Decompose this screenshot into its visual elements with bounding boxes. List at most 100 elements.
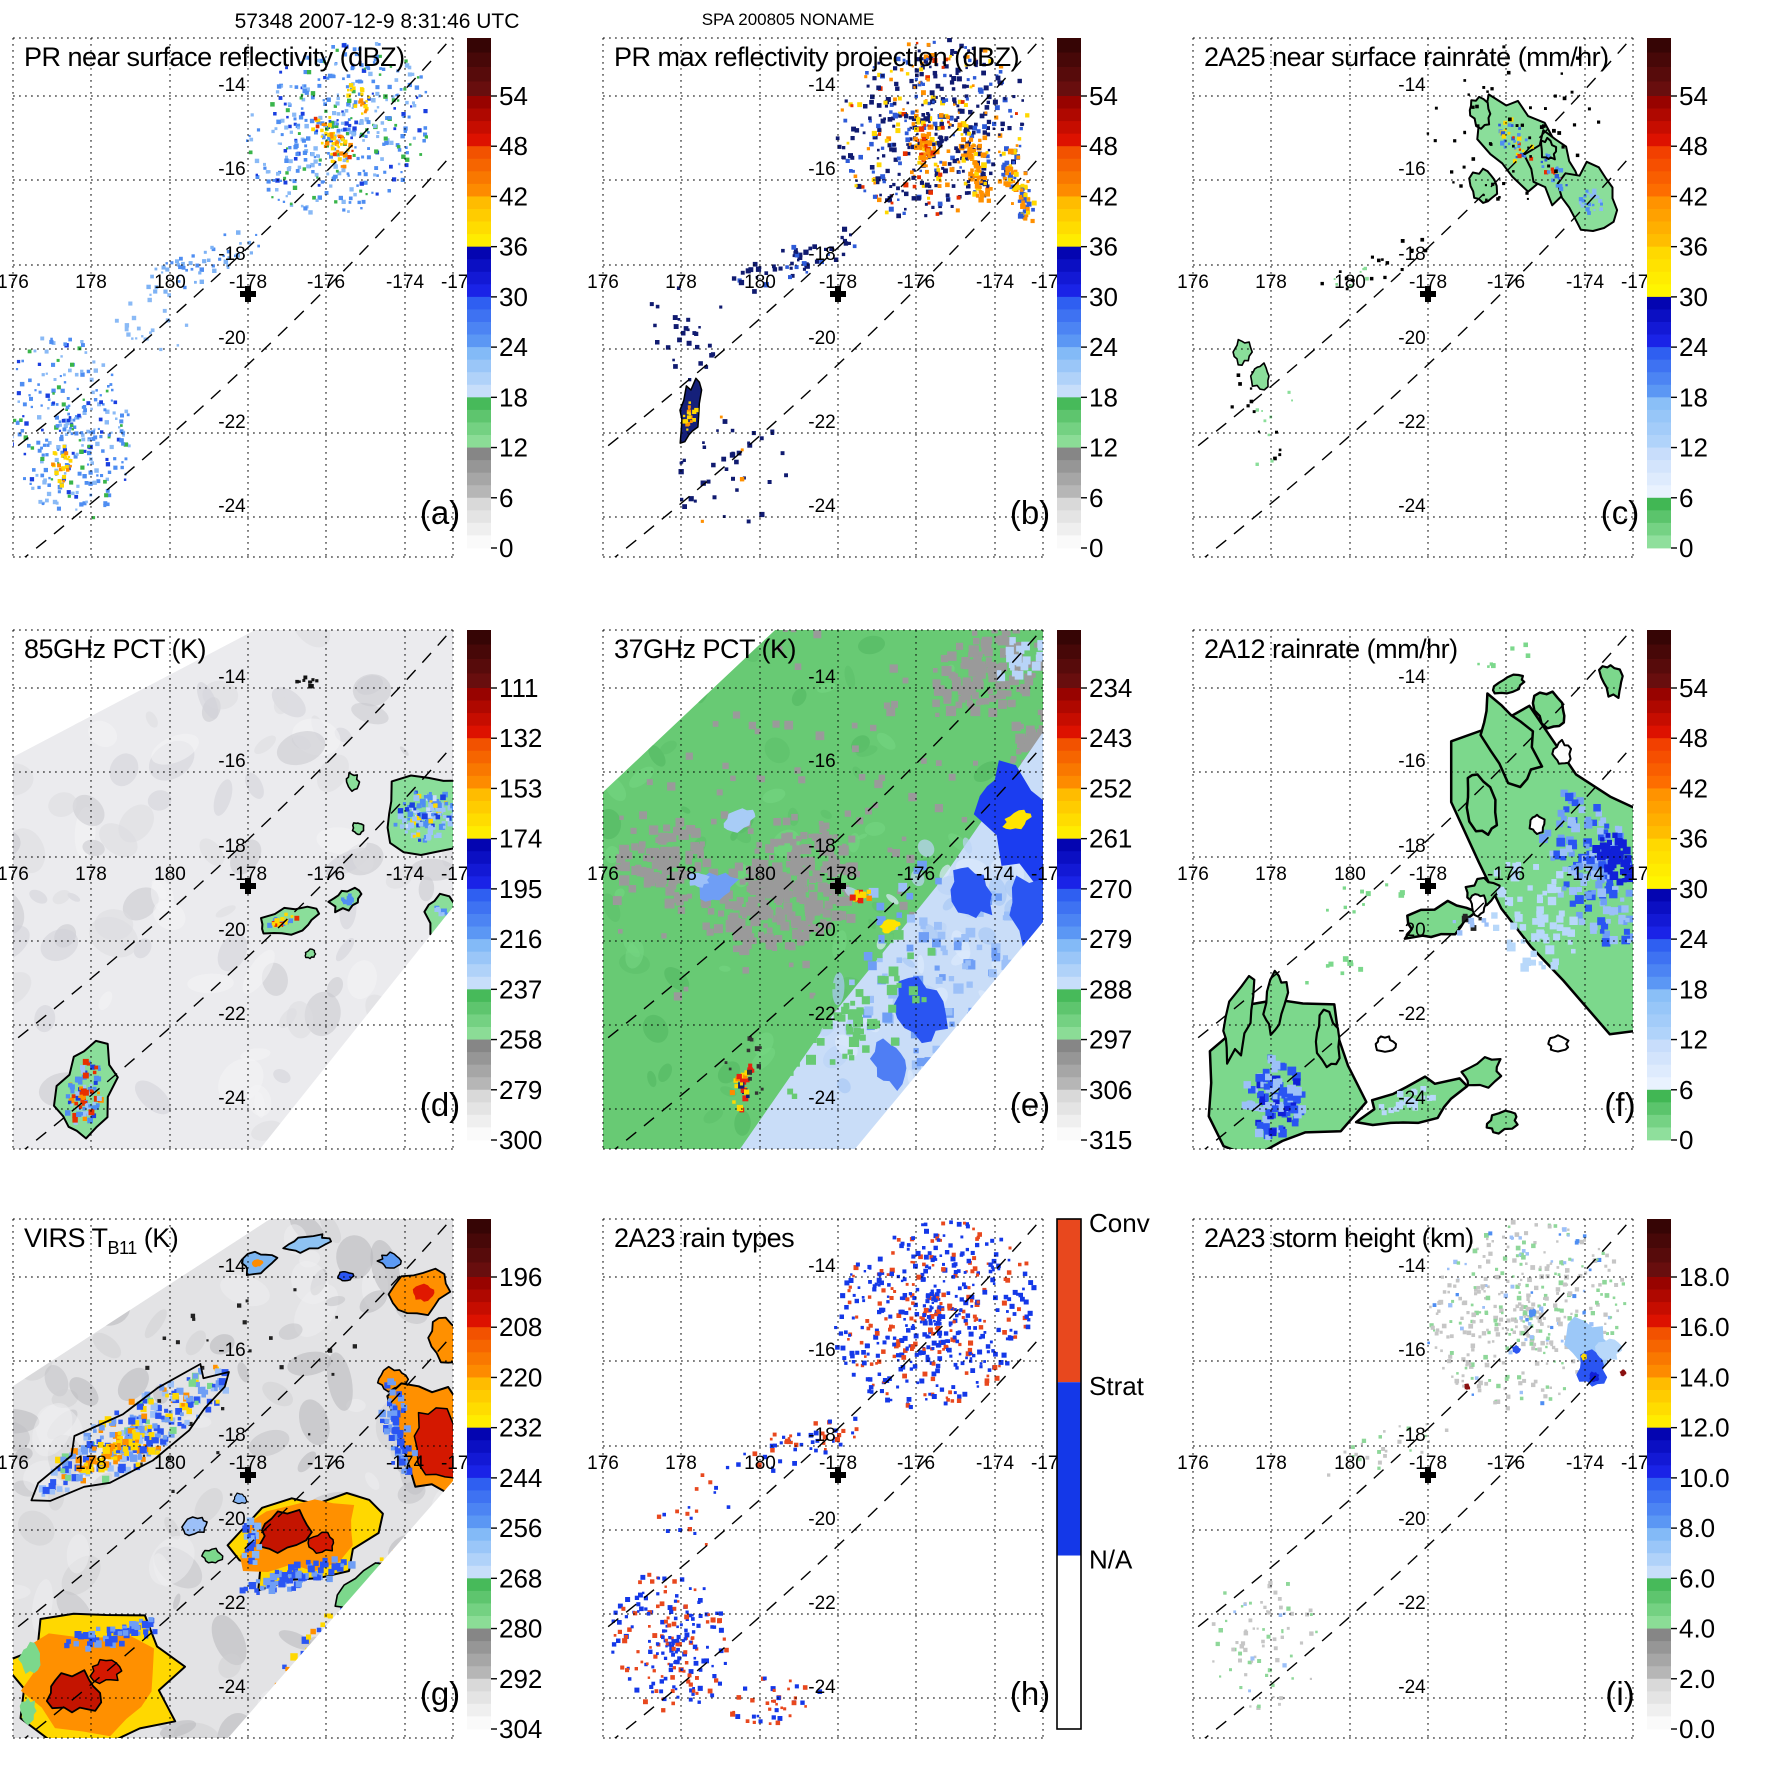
colorbar-tick-label: 258: [499, 1025, 542, 1055]
lon-tick-label: -178: [1409, 864, 1447, 885]
colorbar-tick-label: 42: [1679, 181, 1708, 211]
colorbar-a: 54 48 42 36 30 24 18 12 6 0: [467, 38, 528, 563]
lon-tick-label: -178: [819, 272, 857, 293]
colorbar-tick-label: 36: [499, 232, 528, 262]
panel-title: VIRS TB11 (K): [24, 1223, 178, 1258]
panel-h-svg: 176 178 180 -178 -176 -174 -172-14-16-18-20-22…: [587, 1208, 1150, 1739]
lat-tick-label: -20: [1398, 920, 1425, 941]
swath-edge-lines: [13, 41, 449, 557]
colorbar-tick-label: 12: [1089, 433, 1118, 463]
panel-title: 37GHz PCT (K): [614, 634, 796, 664]
colorbar-tick-label: 48: [1679, 723, 1708, 753]
colorbar-tick-label: 153: [499, 773, 542, 803]
lat-tick-label: -18: [808, 1425, 835, 1446]
colorbar-tick-label: 244: [499, 1463, 542, 1493]
colorbar-tick-label: 306: [1089, 1075, 1132, 1105]
colorbar-tick-label: 54: [1679, 81, 1708, 111]
lat-tick-label: -16: [808, 751, 835, 772]
colorbar-tick-label: 24: [1679, 332, 1708, 362]
lat-tick-label: -22: [1398, 1004, 1425, 1025]
colorbar-e: 234 243 252 261 270 279 288 297 306 315: [1057, 630, 1132, 1155]
map-data-e: [603, 630, 1043, 1149]
swath-edge-lines: [603, 633, 1039, 1149]
panel-title: 85GHz PCT (K): [24, 634, 206, 664]
ground-site-cross-icon: [830, 286, 846, 302]
swath-edge-lines: [603, 1222, 1039, 1738]
lon-tick-label: -178: [1409, 272, 1447, 293]
colorbar-tick-label: 24: [499, 332, 528, 362]
lon-tick-label: -176: [897, 1453, 935, 1474]
lat-tick-label: -18: [218, 836, 245, 857]
panel-letter: (d): [420, 1086, 460, 1123]
panel-title: PR near surface reflectivity (dBZ): [24, 42, 405, 72]
ground-site-cross-icon: [240, 1467, 256, 1483]
axis-labels: 176 178 180 -178 -176 -174 -172-14-16-18-20-22…: [587, 1256, 1069, 1698]
colorbar-tick-label: 42: [1679, 773, 1708, 803]
lon-tick-label: 178: [1255, 272, 1287, 293]
lon-tick-label: -178: [229, 864, 267, 885]
colorbar-tick-label: 195: [499, 874, 542, 904]
lon-tick-label: -174: [976, 272, 1014, 293]
lon-tick-label: 178: [1255, 1453, 1287, 1474]
panel-letter: (h): [1010, 1675, 1050, 1712]
panel-letter: (i): [1605, 1675, 1634, 1712]
lon-tick-label: 180: [744, 864, 776, 885]
colorbar-tick-label: 315: [1089, 1125, 1132, 1155]
ground-site-cross-icon: [1420, 286, 1436, 302]
swath-edge-lines: [13, 1222, 449, 1738]
swath-edge-lines: [603, 41, 1039, 557]
colorbar-tick-label: 0.0: [1679, 1714, 1715, 1744]
colorbar-tick-label: 10.0: [1679, 1463, 1730, 1493]
colorbar-tick-label: 54: [1679, 673, 1708, 703]
panel-d: 176 178 180 -178 -176 -174 -172 -14 -16 -18 -20 -22…: [0, 592, 590, 1182]
colorbar-tick-label: 36: [1679, 232, 1708, 262]
lat-tick-label: -16: [1398, 751, 1425, 772]
colorbar-cat-label: Conv: [1089, 1208, 1150, 1238]
colorbar-c: 54 48 42 36 30 24 18 12 6 0: [1647, 38, 1708, 563]
colorbar-tick-label: 6: [1089, 483, 1103, 513]
lat-tick-label: -14: [218, 75, 246, 96]
colorbar-tick-label: 0: [1679, 533, 1693, 563]
colorbar-tick-label: 12.0: [1679, 1413, 1730, 1443]
colorbar-tick-label: 237: [499, 974, 542, 1004]
ground-site-cross-icon: [1420, 1467, 1436, 1483]
lon-tick-label: 176: [587, 864, 619, 885]
lat-tick-label: -20: [218, 1509, 245, 1530]
colorbar-b: 54 48 42 36 30 24 18 12 6 0: [1057, 38, 1118, 563]
colorbar-h: Conv Strat N/A: [1056, 1208, 1150, 1730]
lon-tick-label: -178: [819, 1453, 857, 1474]
lat-tick-label: -20: [808, 920, 835, 941]
colorbar-tick-label: 220: [499, 1362, 542, 1392]
colorbar-tick-label: 256: [499, 1513, 542, 1543]
lat-tick-label: -24: [808, 1677, 836, 1698]
map-data-f: [1193, 630, 1633, 1149]
map-data-h: [603, 1219, 1043, 1738]
colorbar-tick-label: 54: [1089, 81, 1118, 111]
panel-b-svg: 176 178 180 -178 -176 -174 -172-14-16-18-20-22…: [587, 37, 1118, 563]
colorbar-tick-label: 12: [499, 433, 528, 463]
lat-tick-label: -24: [1398, 1677, 1426, 1698]
colorbar-tick-label: 261: [1089, 824, 1132, 854]
colorbar-tick-label: 18: [1089, 382, 1118, 412]
lon-tick-label: 178: [75, 864, 107, 885]
map-data-c: [1193, 38, 1633, 557]
lon-tick-label: -176: [307, 1453, 345, 1474]
panel-c: 176 178 180 -178 -176 -174 -172 -14 -16 -18 -20 -22…: [1177, 0, 1770, 590]
colorbar-tick-label: 216: [499, 924, 542, 954]
lat-tick-label: -18: [218, 244, 245, 265]
colorbar-tick-label: 54: [499, 81, 528, 111]
colorbar-tick-label: 18.0: [1679, 1262, 1730, 1292]
lat-tick-label: -18: [1398, 244, 1425, 265]
lat-tick-label: -20: [218, 328, 245, 349]
lon-tick-label: -178: [819, 864, 857, 885]
lat-tick-label: -14: [1398, 667, 1426, 688]
colorbar-cat-label: N/A: [1089, 1545, 1133, 1575]
lon-tick-label: 178: [75, 272, 107, 293]
lat-tick-label: -18: [808, 244, 835, 265]
colorbar-tick-label: 0: [499, 533, 513, 563]
lat-tick-label: -16: [1398, 159, 1425, 180]
lon-tick-label: 180: [1334, 864, 1366, 885]
panel-h: 176 178 180 -178 -176 -174 -172 -14 -16 -18 -20 -22…: [587, 1181, 1180, 1771]
lat-tick-label: -24: [1398, 1088, 1426, 1109]
lat-tick-label: -24: [218, 1677, 246, 1698]
